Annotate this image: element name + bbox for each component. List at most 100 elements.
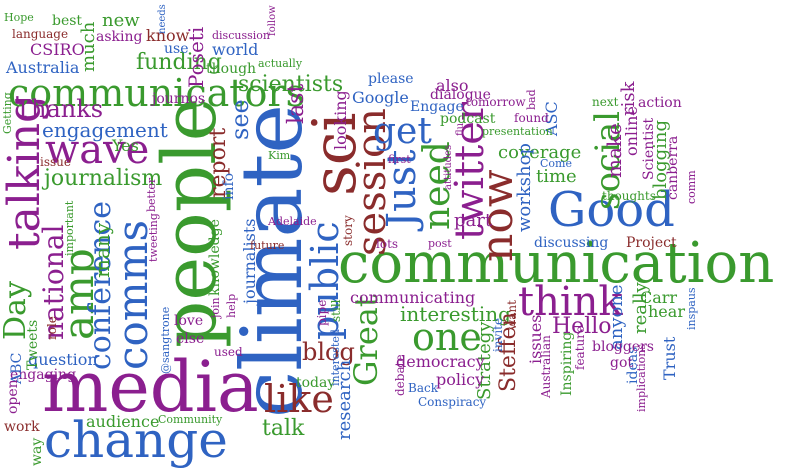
word: please bbox=[368, 71, 414, 87]
word: Getting bbox=[1, 92, 14, 134]
word: debate bbox=[393, 354, 407, 396]
word: thoughts bbox=[602, 189, 656, 203]
word: question bbox=[28, 350, 98, 369]
word: though bbox=[206, 61, 257, 77]
word: role bbox=[45, 316, 59, 340]
word: Trust bbox=[660, 336, 679, 380]
word: discussion bbox=[212, 29, 270, 42]
word: join bbox=[209, 297, 222, 318]
word: got bbox=[610, 355, 634, 371]
word: talk bbox=[262, 416, 305, 441]
word: wave bbox=[45, 127, 150, 173]
word: democracy bbox=[396, 352, 485, 371]
word: Yes bbox=[112, 136, 139, 155]
word: podcast bbox=[440, 111, 496, 127]
word: blog bbox=[302, 338, 355, 366]
word: Engage bbox=[410, 99, 464, 115]
word: engaging bbox=[10, 367, 77, 383]
word: action bbox=[638, 95, 682, 111]
word: interesting bbox=[400, 302, 511, 326]
word: tweeting bbox=[147, 213, 160, 262]
word: presentation bbox=[482, 125, 553, 138]
word: Thanks bbox=[15, 95, 104, 123]
word: many bbox=[90, 222, 114, 278]
word: found bbox=[514, 111, 549, 125]
word: comm bbox=[685, 170, 698, 204]
word: like bbox=[264, 377, 334, 421]
word: communicators bbox=[8, 71, 306, 115]
word: change bbox=[44, 411, 228, 469]
word: @sangtrone bbox=[159, 306, 172, 374]
word: work bbox=[4, 419, 40, 435]
word: use bbox=[164, 41, 189, 57]
word: coverage bbox=[498, 142, 582, 163]
word: better bbox=[145, 177, 158, 212]
word: Kim bbox=[268, 149, 291, 162]
word: Conspiracy bbox=[418, 395, 487, 409]
word: today bbox=[296, 375, 336, 391]
word: want bbox=[505, 300, 519, 330]
word: get bbox=[373, 111, 432, 152]
word: issue bbox=[40, 155, 71, 169]
word: tomorrow bbox=[466, 95, 526, 109]
word: implications bbox=[635, 343, 648, 412]
word: follow bbox=[267, 5, 278, 36]
word: feature bbox=[573, 325, 587, 370]
word: needs bbox=[157, 4, 168, 34]
word: workshop bbox=[514, 143, 535, 232]
word: bloggers bbox=[592, 339, 654, 355]
word: Inspiring bbox=[559, 331, 575, 396]
word: Adelaide bbox=[268, 215, 317, 228]
word: Come bbox=[540, 157, 572, 170]
word: invite bbox=[491, 317, 505, 352]
word: know bbox=[146, 26, 190, 45]
word: policy bbox=[436, 370, 485, 389]
word: Community bbox=[158, 413, 223, 426]
word: knowledge bbox=[207, 219, 223, 296]
word: make bbox=[602, 123, 626, 178]
word: lots bbox=[376, 237, 399, 251]
word: post bbox=[428, 237, 452, 250]
word: canberra bbox=[665, 135, 681, 200]
word: see bbox=[226, 99, 254, 140]
word: last bbox=[284, 83, 309, 124]
word: journalists bbox=[240, 218, 259, 304]
word: looking bbox=[331, 90, 350, 150]
word: bad bbox=[525, 89, 538, 110]
word: else bbox=[176, 331, 205, 347]
word: interested bbox=[329, 329, 342, 386]
word: world bbox=[212, 40, 259, 59]
word: pipe bbox=[315, 299, 329, 326]
word: communicating bbox=[350, 288, 476, 307]
word: hear bbox=[648, 302, 685, 321]
word: Back bbox=[408, 381, 438, 395]
word: Hope bbox=[4, 11, 34, 24]
word: used bbox=[214, 345, 243, 359]
word: funding bbox=[136, 50, 222, 75]
word: CSIRO bbox=[30, 40, 85, 59]
word: Scientist bbox=[641, 117, 657, 180]
word: Tweets bbox=[25, 319, 41, 370]
word: journos bbox=[152, 91, 206, 107]
word: think bbox=[518, 279, 623, 325]
word: Australia bbox=[6, 58, 80, 77]
word: discussing bbox=[534, 235, 609, 251]
word: Carr bbox=[640, 288, 678, 307]
word: risk bbox=[618, 81, 639, 116]
word: also bbox=[436, 76, 469, 95]
word: communication bbox=[338, 231, 775, 296]
word: time bbox=[536, 166, 577, 187]
word: Good bbox=[548, 182, 675, 238]
word: asking bbox=[96, 29, 143, 45]
word: love bbox=[174, 313, 204, 329]
word: still bbox=[329, 299, 343, 323]
word: Google bbox=[352, 88, 409, 107]
word: next bbox=[592, 95, 619, 109]
word: engagement bbox=[42, 118, 168, 142]
word: Australian bbox=[539, 335, 553, 398]
word: audience bbox=[86, 412, 160, 431]
word: dialogue bbox=[430, 87, 491, 103]
word: help bbox=[225, 293, 238, 318]
word: actually bbox=[258, 57, 303, 70]
